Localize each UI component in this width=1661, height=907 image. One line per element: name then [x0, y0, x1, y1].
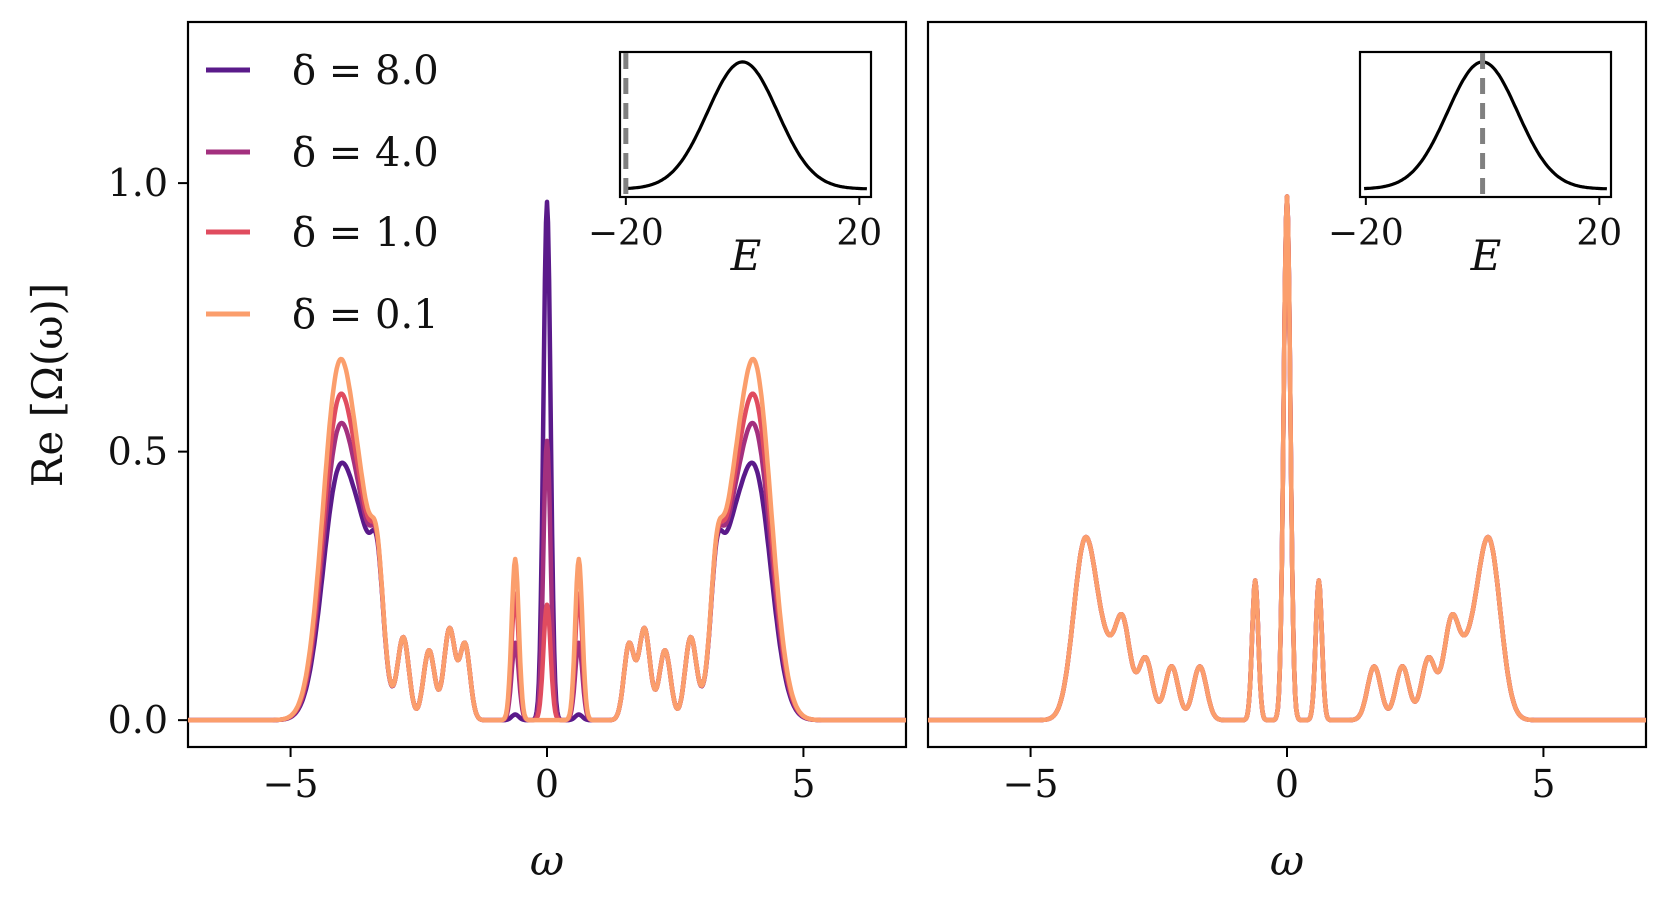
legend-label-delta-4: δ = 4.0 [292, 130, 439, 176]
right-inset: −20 20 E [1328, 50, 1622, 280]
left-inset-frame [618, 50, 873, 199]
left-y-tick-label: 1.0 [108, 161, 168, 205]
legend-label-delta-8: δ = 8.0 [292, 48, 439, 94]
left-inset-x-label: E [730, 231, 762, 280]
legend-label-delta-0-1: δ = 0.1 [292, 292, 439, 338]
left-x-axis-label: ω [530, 836, 564, 885]
right-x-tick-label: 0 [1275, 762, 1299, 806]
left-series-line-3 [186, 356, 908, 723]
left-y-tick-label: 0.0 [108, 698, 168, 742]
right-plot-frame [926, 20, 1648, 749]
right-x-axis-label: ω [1270, 836, 1304, 885]
left-x-tick-label: −5 [263, 762, 319, 806]
right-x-ticks: −5 0 5 [1003, 747, 1556, 806]
left-inset-tick-label: 20 [836, 213, 882, 254]
right-series-group [926, 194, 1648, 723]
left-y-ticks: 0.0 0.5 1.0 [108, 161, 188, 742]
right-x-tick-label: −5 [1003, 762, 1059, 806]
left-inset-tick-label: −20 [588, 213, 664, 254]
right-series-line-3 [926, 194, 1648, 723]
right-inset-tick-label: −20 [1328, 213, 1404, 254]
right-inset-gaussian [1363, 60, 1608, 191]
left-y-tick-label: 0.5 [108, 430, 168, 474]
legend: δ = 8.0 δ = 4.0 δ = 1.0 δ = 0.1 [206, 48, 439, 338]
left-series-group [186, 199, 908, 723]
left-x-tick-label: 0 [535, 762, 559, 806]
right-x-tick-label: 5 [1531, 762, 1555, 806]
left-inset-content: −20 20 [588, 53, 882, 254]
left-inset-gaussian [623, 60, 868, 191]
panel-right: −5 0 5 ω −20 20 E [926, 20, 1648, 885]
left-series-line-1 [186, 420, 908, 723]
left-x-ticks: −5 0 5 [263, 747, 816, 806]
right-inset-x-label: E [1470, 231, 1502, 280]
right-inset-tick-label: 20 [1576, 213, 1622, 254]
left-x-tick-label: 5 [791, 762, 815, 806]
panel-left: 0.0 0.5 1.0 −5 0 5 Re [Ω(ω)] ω δ = 8.0 δ = 4… [23, 20, 908, 885]
left-y-axis-label: Re [Ω(ω)] [23, 283, 72, 487]
left-inset: −20 20 E [588, 50, 882, 280]
legend-label-delta-1: δ = 1.0 [292, 210, 439, 256]
right-inset-frame [1358, 50, 1613, 199]
right-inset-content: −20 20 [1328, 53, 1622, 254]
